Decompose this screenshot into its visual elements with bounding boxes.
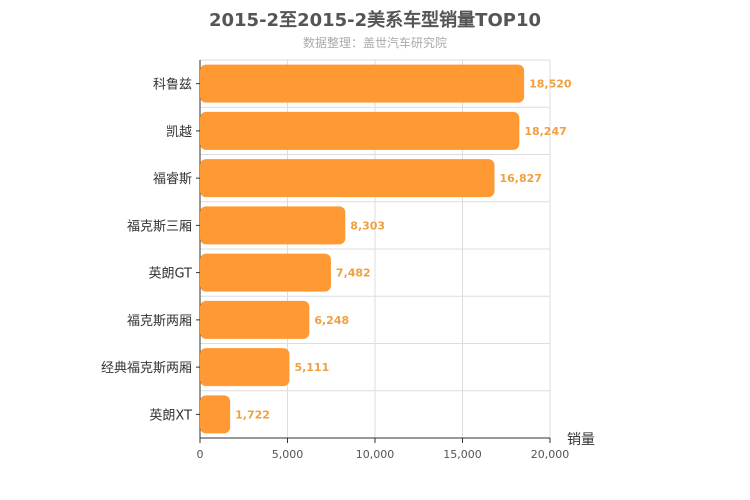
bar — [200, 253, 331, 292]
x-tick-label: 0 — [197, 448, 204, 461]
value-label: 7,482 — [336, 267, 371, 280]
x-axis-label: 销量 — [567, 432, 595, 448]
value-label: 1,722 — [235, 408, 270, 421]
bar — [200, 300, 310, 339]
x-tick-labels: 0 5,000 10,000 15,000 20,000 — [197, 448, 570, 461]
value-label: 5,111 — [294, 361, 329, 374]
x-tick-label: 10,000 — [356, 448, 395, 461]
category-label: 福克斯两厢 — [127, 314, 192, 329]
bar — [200, 395, 231, 434]
bar — [200, 111, 520, 150]
value-label: 16,827 — [499, 172, 541, 185]
category-label: 福克斯三厢 — [127, 219, 192, 234]
category-label: 科鲁兹 — [153, 78, 192, 93]
value-label: 6,248 — [314, 314, 349, 327]
category-label: 凯越 — [166, 125, 192, 140]
bar — [200, 64, 525, 103]
x-tick-label: 15,000 — [443, 448, 482, 461]
category-label: 福睿斯 — [153, 172, 192, 187]
chart-title: 2015-2至2015-2美系车型销量TOP10 — [208, 10, 541, 31]
value-label: 18,247 — [524, 125, 566, 138]
chart-subtitle: 数据整理：盖世汽车研究院 — [302, 36, 447, 50]
bar — [200, 206, 346, 245]
bar — [200, 348, 290, 387]
category-label: 英朗XT — [149, 408, 192, 423]
category-label: 英朗GT — [148, 267, 192, 282]
x-tick-label: 20,000 — [531, 448, 570, 461]
category-label: 经典福克斯两厢 — [101, 361, 192, 376]
value-label: 8,303 — [350, 219, 385, 232]
x-tick-label: 5,000 — [272, 448, 304, 461]
bars — [200, 64, 525, 434]
value-label: 18,520 — [529, 78, 572, 91]
bar — [200, 159, 495, 198]
value-labels: 18,520 18,247 16,827 8,303 7,482 6,248 5,111 1,… — [235, 78, 572, 422]
